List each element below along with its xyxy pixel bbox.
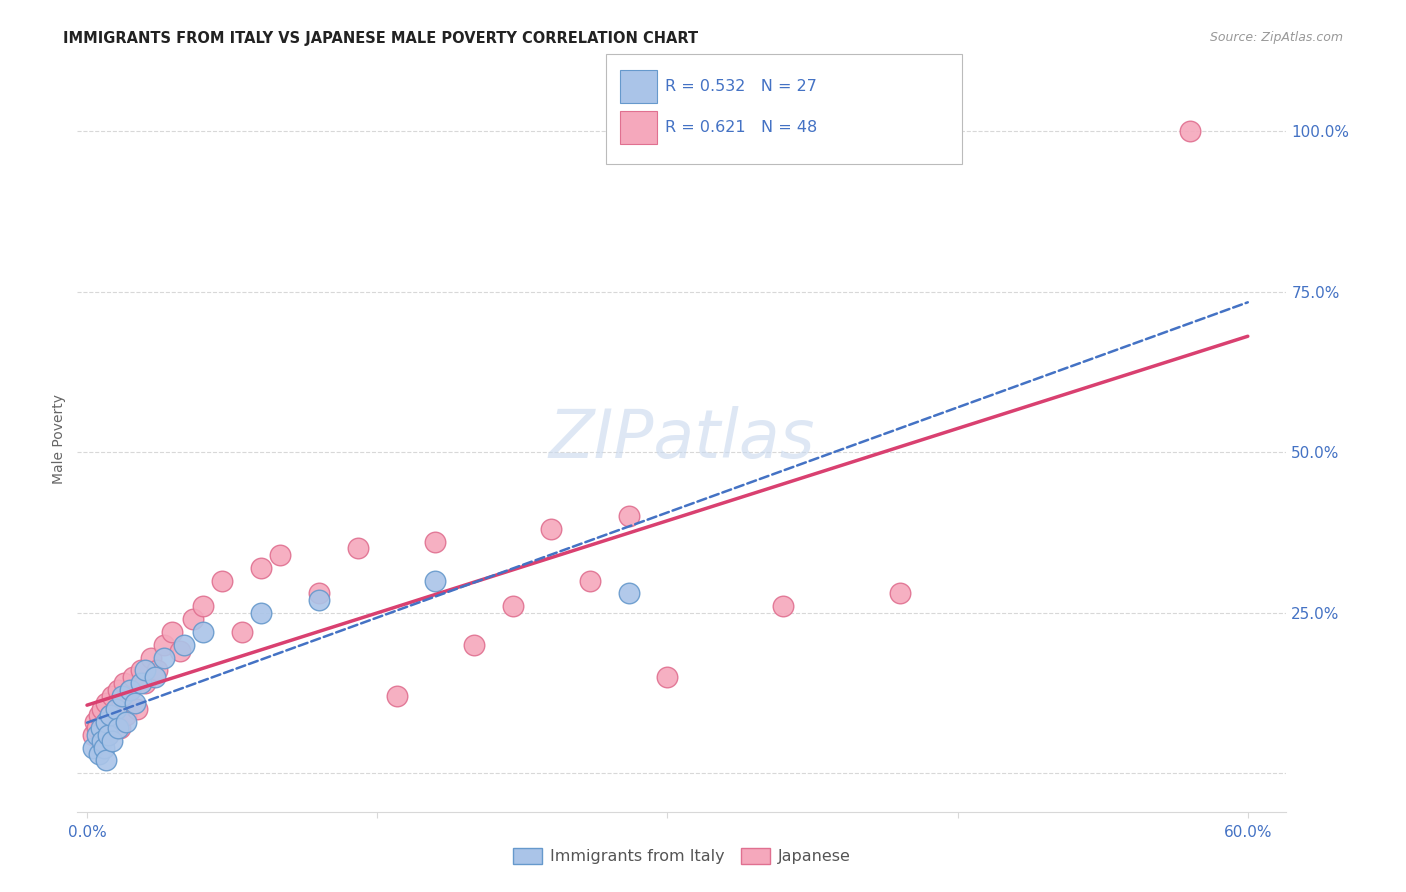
- Point: [463, 638, 485, 652]
- Point: [111, 696, 134, 710]
- Point: [143, 670, 166, 684]
- Point: [617, 586, 640, 600]
- Point: [169, 644, 191, 658]
- Point: [160, 624, 183, 639]
- Point: [308, 592, 330, 607]
- Point: [114, 708, 136, 723]
- Point: [231, 624, 253, 639]
- Point: [425, 535, 447, 549]
- Point: [145, 664, 167, 678]
- Point: [191, 599, 214, 614]
- Point: [250, 560, 273, 574]
- Point: [114, 714, 136, 729]
- Point: [105, 702, 128, 716]
- Point: [772, 599, 794, 614]
- Point: [502, 599, 524, 614]
- Point: [96, 714, 118, 729]
- Point: [96, 714, 118, 729]
- Point: [91, 734, 114, 748]
- Point: [385, 689, 408, 703]
- Point: [86, 728, 108, 742]
- Text: IMMIGRANTS FROM ITALY VS JAPANESE MALE POVERTY CORRELATION CHART: IMMIGRANTS FROM ITALY VS JAPANESE MALE P…: [63, 31, 699, 46]
- Point: [97, 728, 120, 742]
- Point: [540, 522, 562, 536]
- Point: [139, 650, 162, 665]
- Point: [93, 740, 115, 755]
- Point: [129, 664, 152, 678]
- Point: [183, 612, 205, 626]
- Point: [191, 624, 214, 639]
- Point: [118, 682, 141, 697]
- Point: [101, 734, 124, 748]
- Point: [425, 574, 447, 588]
- Point: [211, 574, 233, 588]
- Text: R = 0.532   N = 27: R = 0.532 N = 27: [665, 79, 817, 94]
- Text: 60.0%: 60.0%: [1223, 824, 1272, 839]
- Point: [97, 728, 120, 742]
- Point: [153, 638, 176, 652]
- Point: [101, 689, 124, 703]
- Point: [153, 650, 176, 665]
- Point: [111, 689, 134, 703]
- Text: Source: ZipAtlas.com: Source: ZipAtlas.com: [1209, 31, 1343, 45]
- Point: [98, 708, 121, 723]
- Point: [889, 586, 911, 600]
- Point: [83, 714, 105, 729]
- Point: [269, 548, 291, 562]
- Legend: Immigrants from Italy, Japanese: Immigrants from Italy, Japanese: [508, 841, 856, 871]
- Point: [87, 708, 110, 723]
- Point: [127, 702, 149, 716]
- Point: [93, 721, 115, 735]
- Point: [108, 721, 131, 735]
- Point: [87, 747, 110, 761]
- Point: [103, 714, 125, 729]
- Point: [1178, 124, 1201, 138]
- Point: [134, 664, 156, 678]
- Point: [173, 638, 195, 652]
- Point: [107, 721, 129, 735]
- Point: [129, 676, 152, 690]
- Point: [82, 728, 104, 742]
- Point: [98, 708, 121, 723]
- Point: [118, 682, 141, 697]
- Point: [347, 541, 370, 556]
- Point: [91, 702, 114, 716]
- Y-axis label: Male Poverty: Male Poverty: [52, 394, 66, 484]
- Point: [107, 682, 129, 697]
- Point: [134, 676, 156, 690]
- Point: [90, 734, 112, 748]
- Point: [617, 509, 640, 524]
- Point: [122, 670, 145, 684]
- Point: [86, 721, 108, 735]
- Point: [250, 606, 273, 620]
- Point: [657, 670, 679, 684]
- Text: ZIPatlas: ZIPatlas: [548, 407, 815, 472]
- Text: 0.0%: 0.0%: [67, 824, 107, 839]
- Point: [105, 702, 128, 716]
- Point: [579, 574, 602, 588]
- Point: [308, 586, 330, 600]
- Point: [82, 740, 104, 755]
- Text: R = 0.621   N = 48: R = 0.621 N = 48: [665, 120, 817, 135]
- Point: [112, 676, 135, 690]
- Point: [96, 753, 118, 767]
- Point: [90, 721, 112, 735]
- Point: [124, 696, 146, 710]
- Point: [96, 696, 118, 710]
